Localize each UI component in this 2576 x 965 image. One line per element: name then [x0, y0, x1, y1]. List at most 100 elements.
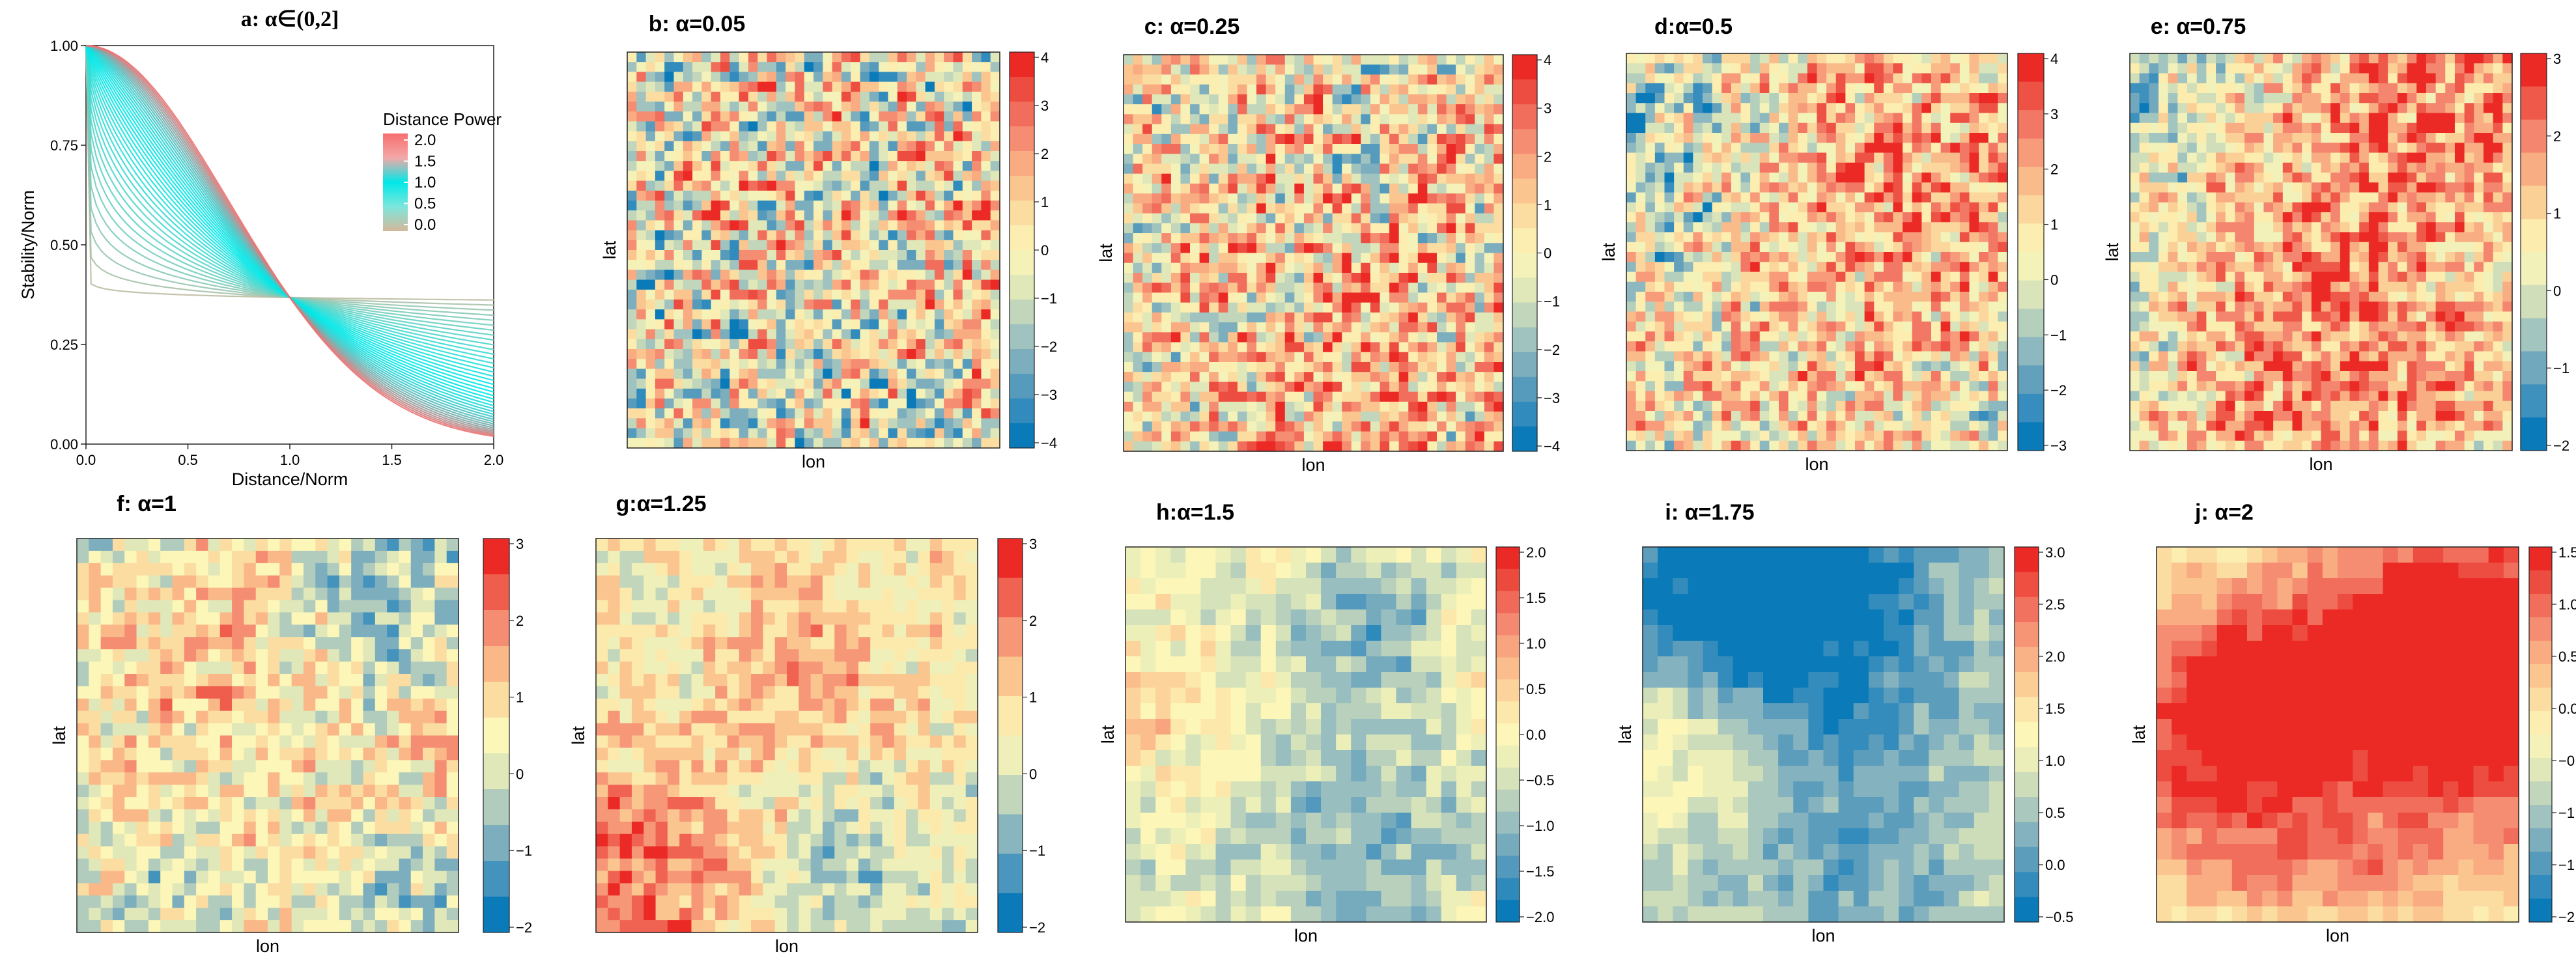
heatmap-cell	[1626, 252, 1637, 262]
heatmap-cell	[1645, 292, 1656, 302]
heatmap-cell	[1361, 64, 1371, 76]
heatmap-cell	[701, 201, 712, 211]
heatmap-cell	[925, 260, 935, 270]
heatmap-cell	[953, 121, 963, 132]
legend-title: Distance Power	[383, 109, 502, 129]
heatmap-cell	[1769, 202, 1779, 213]
heatmap-cell	[720, 250, 730, 260]
heatmap-cell	[804, 91, 814, 102]
heatmap-cell	[1303, 342, 1314, 353]
heatmap-cell	[795, 329, 805, 340]
heatmap-cell	[1456, 421, 1466, 432]
heatmap-cell	[1979, 192, 1989, 203]
heatmap-cell	[1484, 312, 1495, 323]
heatmap-cell	[1779, 113, 1789, 124]
heatmap-cell	[739, 279, 749, 290]
heatmap-cell	[944, 438, 954, 449]
heatmap-cell	[1874, 93, 1884, 104]
heatmap-cell	[953, 359, 963, 369]
heatmap-cell	[804, 388, 814, 399]
heatmap-cell	[1124, 163, 1134, 175]
heatmap-cell	[916, 300, 926, 310]
heatmap-cell	[981, 319, 991, 330]
heatmap-cell	[1788, 83, 1798, 94]
heatmap-cell	[1674, 152, 1684, 163]
colorbar-tick-label: 2	[1041, 146, 1049, 162]
heatmap-cell	[748, 240, 758, 251]
heatmap-cell	[1988, 122, 1998, 133]
heatmap-cell	[692, 408, 702, 419]
heatmap-cell	[888, 408, 898, 419]
heatmap-cell	[1247, 64, 1257, 76]
heatmap-cell	[1969, 143, 1979, 154]
heatmap-cell	[841, 240, 851, 251]
heatmap-cell	[1124, 283, 1134, 293]
heatmap-cell	[1370, 441, 1381, 452]
heatmap-cell	[1798, 371, 1808, 382]
heatmap-cell	[1731, 83, 1742, 94]
heatmap-cell	[1883, 162, 1894, 173]
heatmap-cell	[1342, 173, 1352, 184]
heatmap-cell	[1874, 262, 1884, 273]
heatmap-cell	[1436, 55, 1447, 65]
heatmap-cell	[786, 201, 795, 211]
heatmap-cell	[1959, 351, 1970, 362]
heatmap-cell	[1218, 412, 1228, 422]
heatmap-cell	[1493, 154, 1504, 165]
heatmap-cell	[1152, 144, 1162, 154]
heatmap-cell	[1351, 372, 1361, 383]
heatmap-cell	[1408, 173, 1419, 184]
heatmap-cell	[1256, 133, 1267, 145]
heatmap-cell	[1731, 143, 1742, 154]
heatmap-cell	[1247, 342, 1257, 353]
heatmap-cell	[1493, 302, 1504, 313]
heatmap-cell	[1864, 371, 1875, 382]
heatmap-cell	[673, 250, 684, 260]
heatmap-cell	[692, 121, 702, 132]
heatmap-cell	[972, 289, 982, 300]
heatmap-cell	[1864, 430, 1875, 441]
heatmap-cell	[1855, 122, 1865, 133]
heatmap-cell	[1921, 381, 1932, 392]
heatmap-cell	[981, 359, 991, 369]
heatmap-cell	[1912, 252, 1922, 262]
heatmap-cell	[1798, 321, 1808, 332]
heatmap-cell	[916, 378, 926, 389]
heatmap-cell	[925, 339, 935, 350]
heatmap-cell	[1845, 103, 1856, 114]
heatmap-cell	[1142, 302, 1153, 313]
heatmap-cell	[1654, 93, 1665, 104]
heatmap-cell	[1950, 122, 1960, 133]
heatmap-cell	[1247, 262, 1257, 273]
heatmap-cell	[1759, 381, 1770, 392]
heatmap-cell	[1979, 262, 1989, 273]
heatmap-cell	[1645, 182, 1656, 193]
heatmap-cell	[1427, 64, 1437, 76]
heatmap-cell	[1779, 421, 1789, 432]
heatmap-cell	[1731, 182, 1742, 193]
heatmap-cell	[1645, 93, 1656, 104]
colorbar-band	[1010, 201, 1034, 226]
heatmap-cell	[925, 111, 935, 122]
heatmap-cell	[1912, 212, 1922, 223]
heatmap-cell	[664, 240, 675, 251]
heatmap-cell	[1342, 133, 1352, 145]
heatmap-cell	[1142, 283, 1153, 293]
heatmap-cell	[1959, 272, 1970, 283]
heatmap-cell	[1674, 162, 1684, 173]
heatmap-cell	[1740, 440, 1751, 451]
heatmap-cell	[990, 418, 1000, 429]
heatmap-cell	[1959, 162, 1970, 173]
heatmap-cell	[1380, 322, 1390, 333]
heatmap-cell	[1759, 73, 1770, 84]
heatmap-cell	[701, 171, 712, 182]
heatmap-cell	[851, 438, 861, 449]
heatmap-cell	[907, 102, 916, 112]
heatmap-cell	[1750, 371, 1761, 382]
heatmap-cell	[1674, 192, 1684, 203]
heatmap-cell	[1142, 401, 1153, 412]
heatmap-cell	[1370, 332, 1381, 343]
heatmap-cell	[1180, 312, 1191, 323]
heatmap-cell	[1275, 233, 1286, 244]
heatmap-cell	[664, 151, 675, 161]
